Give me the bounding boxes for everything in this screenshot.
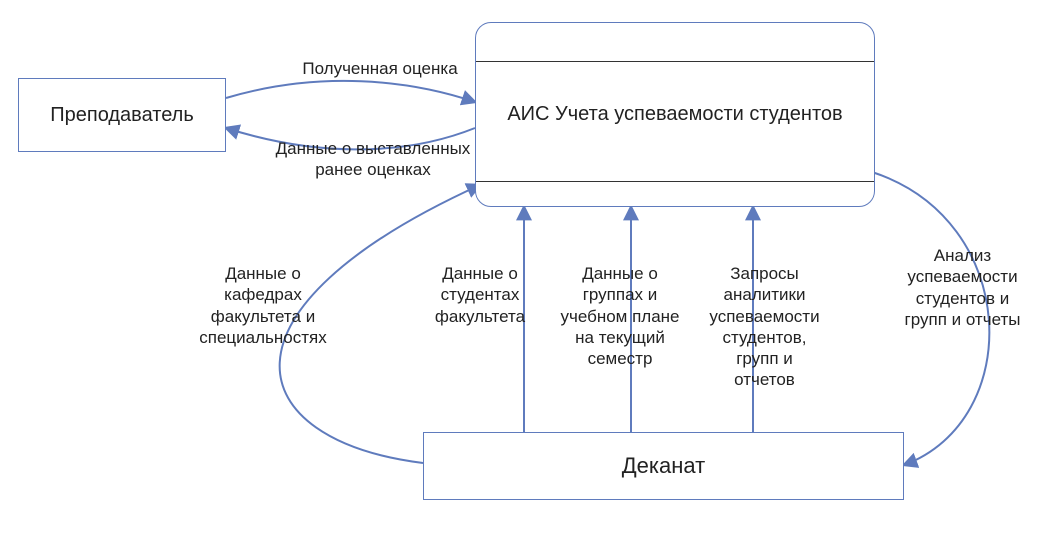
node-ais-label: АИС Учета успеваемости студентов xyxy=(499,98,850,131)
edge-label-analysis: Анализ успеваемости студентов и групп и … xyxy=(895,245,1030,330)
node-ais-divider-bottom xyxy=(476,181,874,182)
node-ais-divider-top xyxy=(476,61,874,62)
node-ais: АИС Учета успеваемости студентов xyxy=(475,22,875,207)
edge-label-prev-grades: Данные о выставленных ранее оценках xyxy=(258,138,488,181)
edge-label-groups-plan: Данные о группах и учебном плане на теку… xyxy=(555,263,685,369)
edge-label-grade-received: Полученная оценка xyxy=(280,58,480,79)
node-dekanat-label: Деканат xyxy=(614,448,713,484)
node-teacher: Преподаватель xyxy=(18,78,226,152)
edge-label-requests: Запросы аналитики успеваемости студентов… xyxy=(702,263,827,391)
node-teacher-label: Преподаватель xyxy=(42,99,202,132)
edge-label-students: Данные о студентах факультета xyxy=(425,263,535,327)
edge-grade_received xyxy=(226,81,475,102)
node-dekanat: Деканат xyxy=(423,432,904,500)
edge-label-departments: Данные о кафедрах факультета и специальн… xyxy=(188,263,338,348)
